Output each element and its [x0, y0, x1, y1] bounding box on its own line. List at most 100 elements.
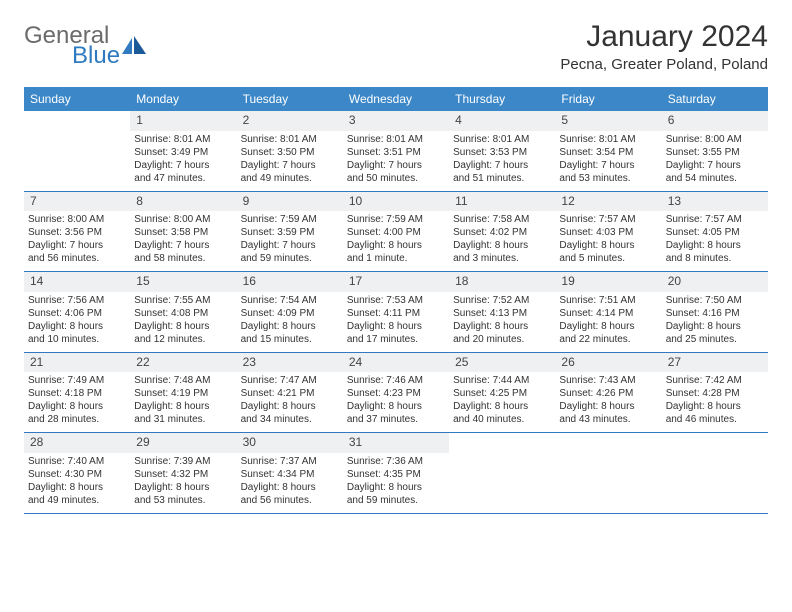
calendar: Sunday Monday Tuesday Wednesday Thursday…	[24, 87, 768, 514]
sunset-text: Sunset: 4:08 PM	[134, 307, 232, 320]
day-details: Sunrise: 7:59 AMSunset: 3:59 PMDaylight:…	[237, 211, 343, 271]
sunrise-text: Sunrise: 7:55 AM	[134, 294, 232, 307]
weekday-header: Tuesday	[237, 87, 343, 111]
day-number: 23	[237, 353, 343, 373]
day-number: 5	[555, 111, 661, 131]
weekday-header: Monday	[130, 87, 236, 111]
sunrise-text: Sunrise: 7:44 AM	[453, 374, 551, 387]
sunset-text: Sunset: 4:13 PM	[453, 307, 551, 320]
daylight-text-2: and 17 minutes.	[347, 333, 445, 346]
day-cell: 1Sunrise: 8:01 AMSunset: 3:49 PMDaylight…	[130, 111, 236, 191]
day-cell: 12Sunrise: 7:57 AMSunset: 4:03 PMDayligh…	[555, 192, 661, 272]
day-details: Sunrise: 7:37 AMSunset: 4:34 PMDaylight:…	[237, 453, 343, 513]
weekday-header: Thursday	[449, 87, 555, 111]
day-details: Sunrise: 7:56 AMSunset: 4:06 PMDaylight:…	[24, 292, 130, 352]
day-number: 22	[130, 353, 236, 373]
daylight-text: Daylight: 7 hours	[241, 159, 339, 172]
logo-text-blue: Blue	[72, 44, 120, 68]
daylight-text: Daylight: 7 hours	[666, 159, 764, 172]
sunset-text: Sunset: 4:02 PM	[453, 226, 551, 239]
daylight-text-2: and 40 minutes.	[453, 413, 551, 426]
day-number: 17	[343, 272, 449, 292]
daylight-text-2: and 59 minutes.	[241, 252, 339, 265]
daylight-text: Daylight: 8 hours	[666, 320, 764, 333]
week-row: 1Sunrise: 8:01 AMSunset: 3:49 PMDaylight…	[24, 111, 768, 192]
day-details: Sunrise: 8:01 AMSunset: 3:53 PMDaylight:…	[449, 131, 555, 191]
day-number: 2	[237, 111, 343, 131]
sunrise-text: Sunrise: 7:40 AM	[28, 455, 126, 468]
sunset-text: Sunset: 4:28 PM	[666, 387, 764, 400]
daylight-text: Daylight: 7 hours	[453, 159, 551, 172]
day-cell: 7Sunrise: 8:00 AMSunset: 3:56 PMDaylight…	[24, 192, 130, 272]
day-details: Sunrise: 7:59 AMSunset: 4:00 PMDaylight:…	[343, 211, 449, 271]
sunrise-text: Sunrise: 7:59 AM	[347, 213, 445, 226]
day-cell: 4Sunrise: 8:01 AMSunset: 3:53 PMDaylight…	[449, 111, 555, 191]
day-details: Sunrise: 8:00 AMSunset: 3:58 PMDaylight:…	[130, 211, 236, 271]
sunrise-text: Sunrise: 8:00 AM	[134, 213, 232, 226]
sunset-text: Sunset: 4:06 PM	[28, 307, 126, 320]
daylight-text-2: and 49 minutes.	[241, 172, 339, 185]
daylight-text: Daylight: 8 hours	[666, 239, 764, 252]
day-cell: 17Sunrise: 7:53 AMSunset: 4:11 PMDayligh…	[343, 272, 449, 352]
sunrise-text: Sunrise: 7:37 AM	[241, 455, 339, 468]
day-cell: 5 Sunrise: 8:01 AMSunset: 3:54 PMDaylight…	[555, 111, 661, 191]
day-details: Sunrise: 7:58 AMSunset: 4:02 PMDaylight:…	[449, 211, 555, 271]
page-header: General Blue January 2024 Pecna, Greater…	[24, 20, 768, 73]
sunrise-text: Sunrise: 7:54 AM	[241, 294, 339, 307]
sunset-text: Sunset: 4:16 PM	[666, 307, 764, 320]
day-cell: 19Sunrise: 7:51 AMSunset: 4:14 PMDayligh…	[555, 272, 661, 352]
daylight-text-2: and 28 minutes.	[28, 413, 126, 426]
title-block: January 2024 Pecna, Greater Poland, Pola…	[560, 20, 768, 73]
daylight-text: Daylight: 8 hours	[347, 239, 445, 252]
sunset-text: Sunset: 4:03 PM	[559, 226, 657, 239]
daylight-text-2: and 54 minutes.	[666, 172, 764, 185]
daylight-text-2: and 49 minutes.	[28, 494, 126, 507]
sunrise-text: Sunrise: 7:59 AM	[241, 213, 339, 226]
daylight-text: Daylight: 8 hours	[559, 400, 657, 413]
sunset-text: Sunset: 3:54 PM	[559, 146, 657, 159]
sunrise-text: Sunrise: 7:57 AM	[559, 213, 657, 226]
daylight-text: Daylight: 8 hours	[559, 239, 657, 252]
sunrise-text: Sunrise: 7:53 AM	[347, 294, 445, 307]
sunset-text: Sunset: 4:19 PM	[134, 387, 232, 400]
sunrise-text: Sunrise: 8:01 AM	[453, 133, 551, 146]
day-number: 28	[24, 433, 130, 453]
sunrise-text: Sunrise: 8:01 AM	[559, 133, 657, 146]
daylight-text: Daylight: 7 hours	[559, 159, 657, 172]
day-cell: 14Sunrise: 7:56 AMSunset: 4:06 PMDayligh…	[24, 272, 130, 352]
sunset-text: Sunset: 4:21 PM	[241, 387, 339, 400]
day-cell: 20Sunrise: 7:50 AMSunset: 4:16 PMDayligh…	[662, 272, 768, 352]
day-number: 25	[449, 353, 555, 373]
day-cell	[449, 433, 555, 513]
sunset-text: Sunset: 4:30 PM	[28, 468, 126, 481]
week-row: 28 Sunrise: 7:40 AMSunset: 4:30 PMDayligh…	[24, 433, 768, 514]
day-cell: 21Sunrise: 7:49 AMSunset: 4:18 PMDayligh…	[24, 353, 130, 433]
day-details: Sunrise: 7:53 AMSunset: 4:11 PMDaylight:…	[343, 292, 449, 352]
day-number: 18	[449, 272, 555, 292]
day-details: Sunrise: 7:54 AMSunset: 4:09 PMDaylight:…	[237, 292, 343, 352]
sunset-text: Sunset: 3:53 PM	[453, 146, 551, 159]
daylight-text: Daylight: 8 hours	[453, 239, 551, 252]
daylight-text: Daylight: 7 hours	[28, 239, 126, 252]
day-number: 4	[449, 111, 555, 131]
sunset-text: Sunset: 3:58 PM	[134, 226, 232, 239]
sunrise-text: Sunrise: 8:01 AM	[134, 133, 232, 146]
day-cell: 28 Sunrise: 7:40 AMSunset: 4:30 PMDayligh…	[24, 433, 130, 513]
sunset-text: Sunset: 4:11 PM	[347, 307, 445, 320]
day-number: 30	[237, 433, 343, 453]
daylight-text: Daylight: 8 hours	[28, 320, 126, 333]
daylight-text-2: and 31 minutes.	[134, 413, 232, 426]
day-details: Sunrise: 7:57 AMSunset: 4:03 PMDaylight:…	[555, 211, 661, 271]
day-cell: 23Sunrise: 7:47 AMSunset: 4:21 PMDayligh…	[237, 353, 343, 433]
daylight-text: Daylight: 8 hours	[453, 320, 551, 333]
day-number: 6	[662, 111, 768, 131]
day-cell: 31Sunrise: 7:36 AMSunset: 4:35 PMDayligh…	[343, 433, 449, 513]
day-details: Sunrise: 7:49 AMSunset: 4:18 PMDaylight:…	[24, 372, 130, 432]
sunrise-text: Sunrise: 8:01 AM	[347, 133, 445, 146]
daylight-text: Daylight: 8 hours	[28, 481, 126, 494]
sunrise-text: Sunrise: 7:50 AM	[666, 294, 764, 307]
day-details: Sunrise: 7:57 AMSunset: 4:05 PMDaylight:…	[662, 211, 768, 271]
sunset-text: Sunset: 4:35 PM	[347, 468, 445, 481]
day-details: Sunrise: 7:43 AMSunset: 4:26 PMDaylight:…	[555, 372, 661, 432]
day-number: 13	[662, 192, 768, 212]
